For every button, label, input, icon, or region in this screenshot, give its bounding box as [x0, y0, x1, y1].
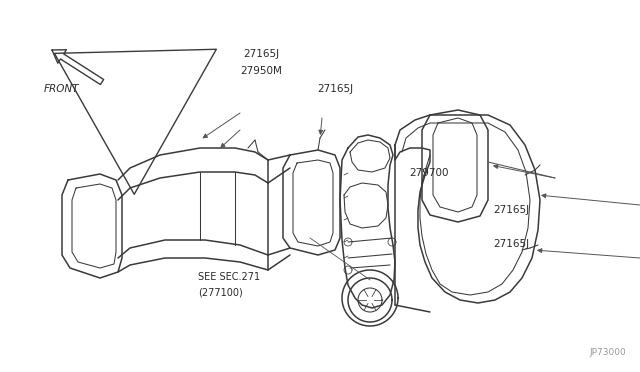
Text: 27165J: 27165J: [243, 49, 279, 59]
Text: 27165J: 27165J: [493, 239, 529, 248]
Text: FRONT: FRONT: [44, 84, 79, 93]
Text: 27165J: 27165J: [317, 84, 353, 94]
Text: JP73000: JP73000: [589, 348, 626, 357]
Text: (277100): (277100): [198, 287, 243, 297]
Text: 27950M: 27950M: [240, 66, 282, 76]
Text: 27165J: 27165J: [493, 205, 529, 215]
Text: SEE SEC.271: SEE SEC.271: [198, 272, 260, 282]
Text: 279700: 279700: [410, 168, 449, 178]
